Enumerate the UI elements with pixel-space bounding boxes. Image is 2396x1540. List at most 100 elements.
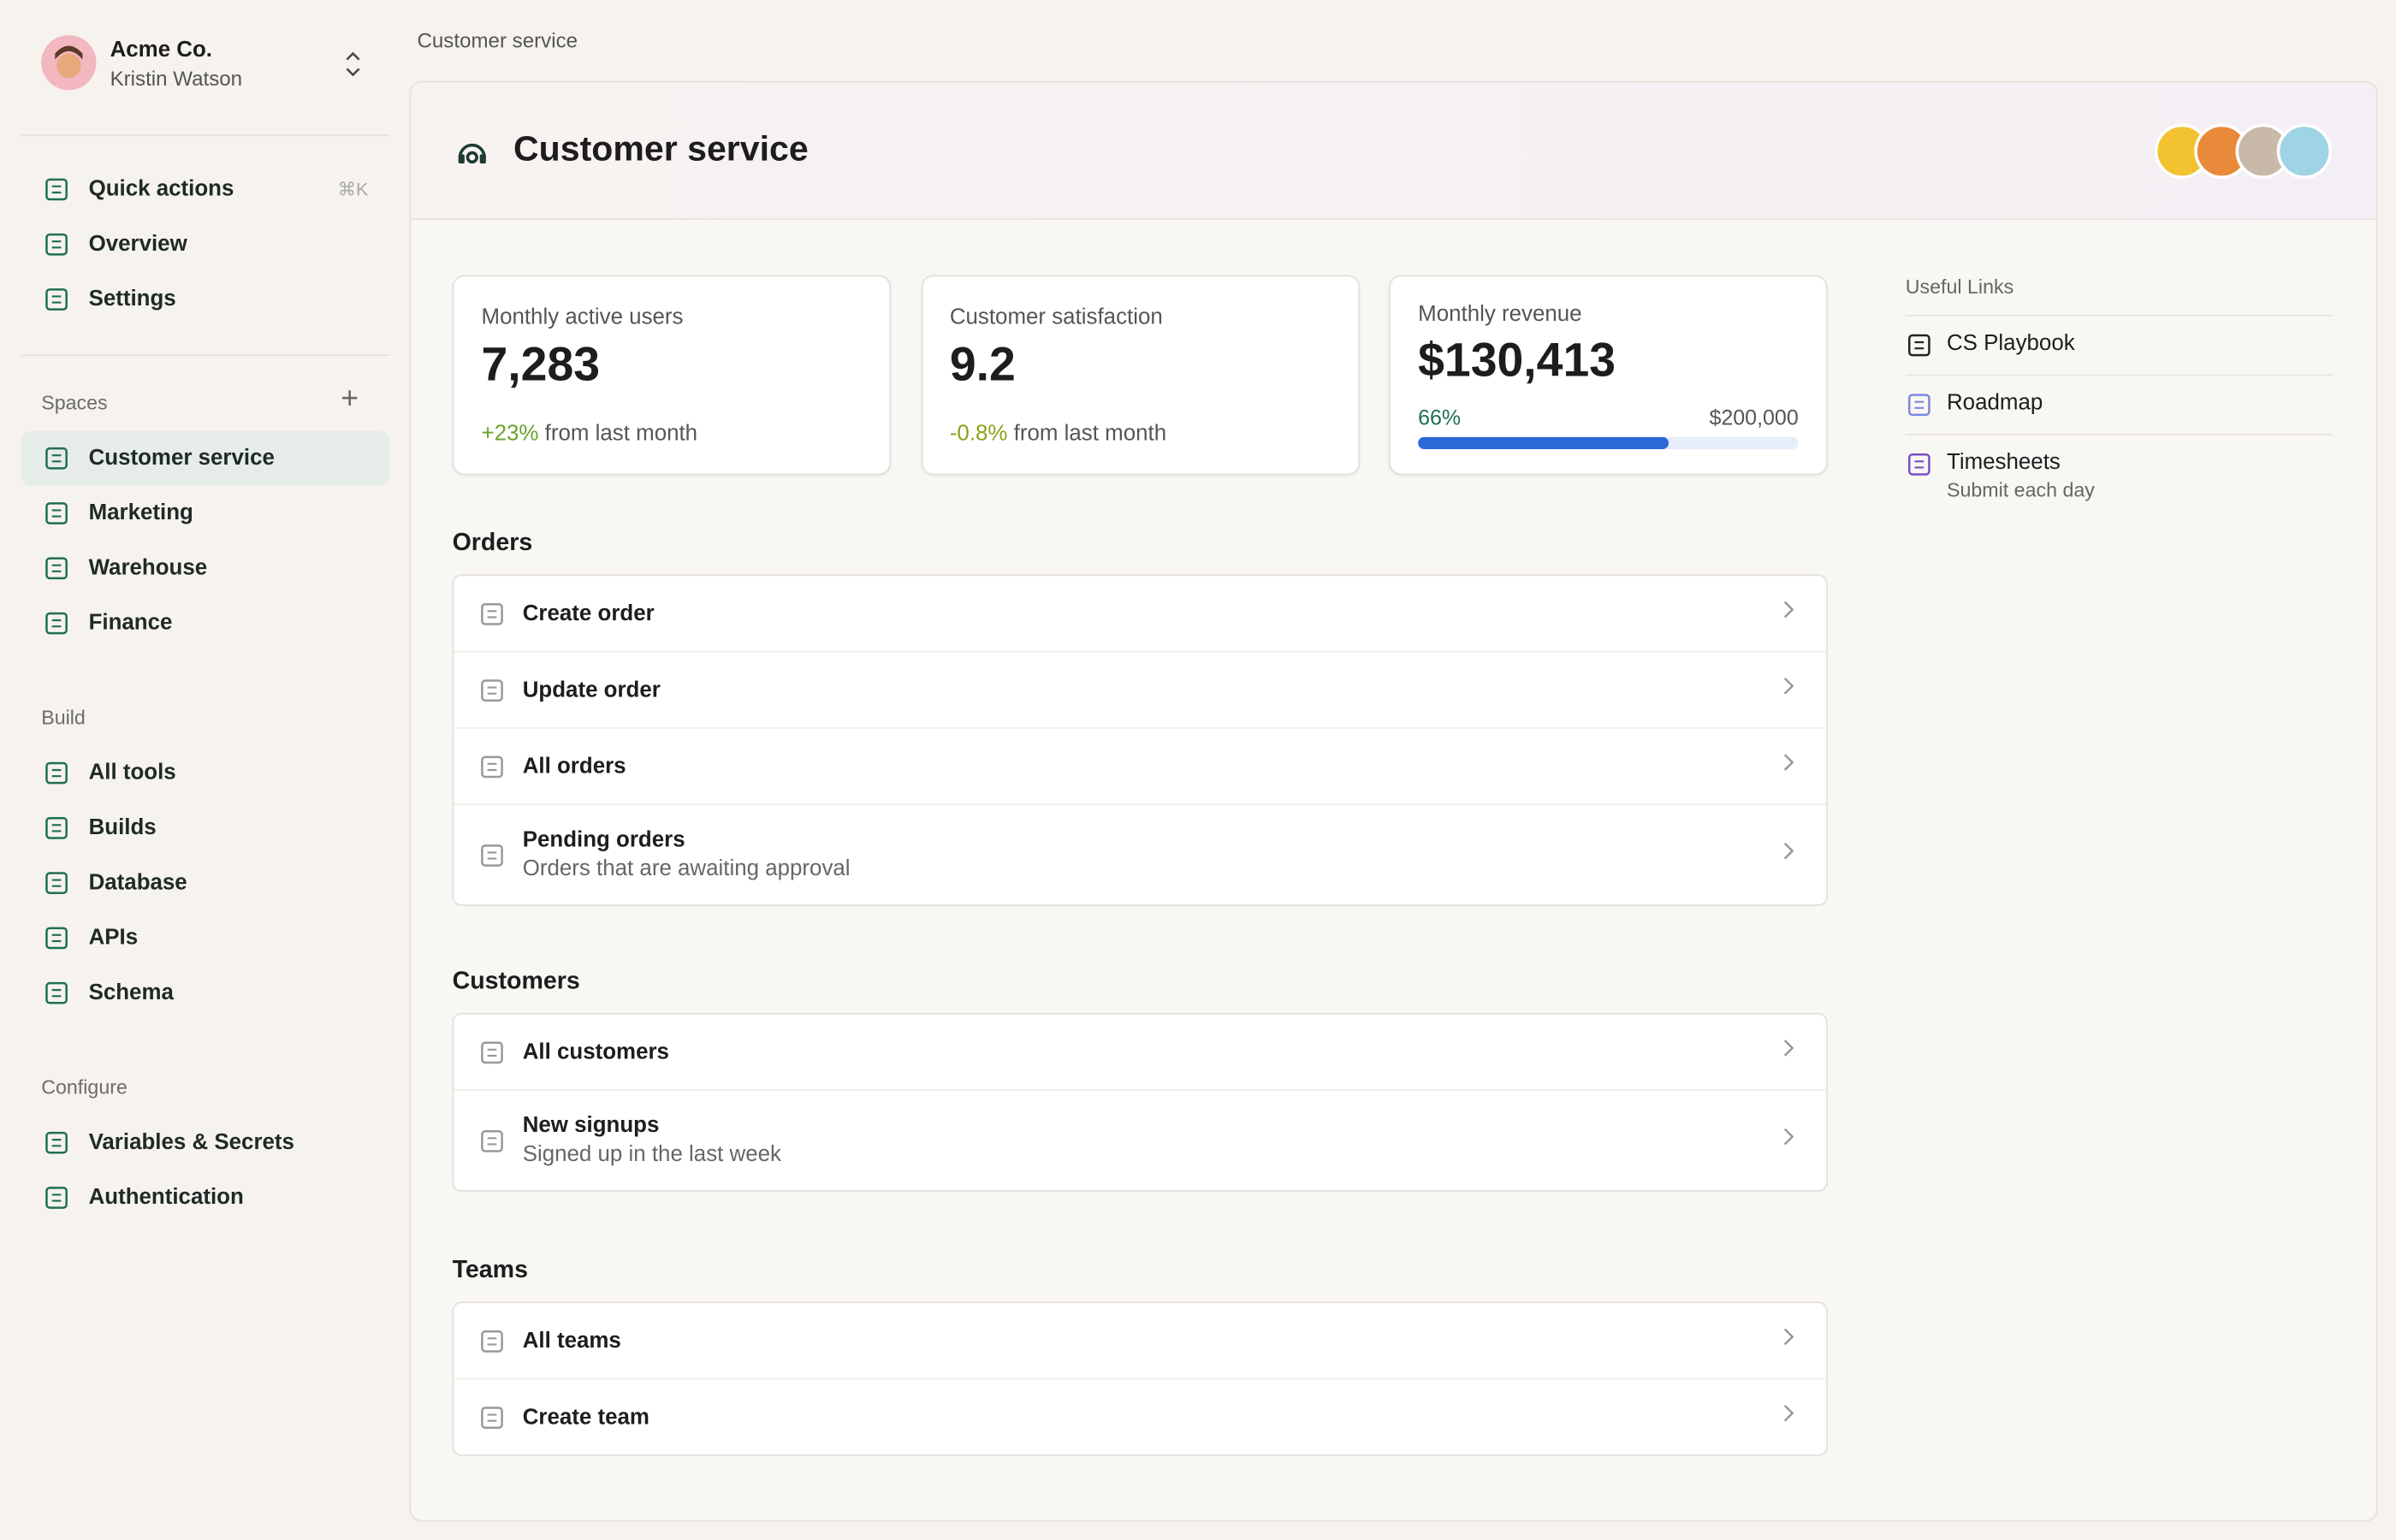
stat-card: Monthly revenue $130,413 66% $200,000 [1389, 275, 1828, 476]
icon [45, 927, 68, 950]
icon [45, 612, 68, 635]
icon [45, 233, 68, 256]
stat-change: +23% from last month [481, 422, 697, 447]
row-text: All customers [523, 1040, 669, 1064]
nav-item[interactable]: Variables & Secrets [21, 1116, 389, 1170]
link-item[interactable]: CS Playbook [1905, 314, 2334, 359]
list-row[interactable]: Update order [454, 650, 1826, 727]
change-note: from last month [1013, 421, 1167, 447]
row-title: Create team [522, 1404, 649, 1430]
nav-item[interactable]: Quick actions ⌘K [21, 162, 389, 216]
add-space[interactable]: + [341, 382, 359, 416]
link-text: Roadmap [1947, 391, 2043, 416]
stat-value: 7,283 [481, 337, 601, 392]
row-title: All teams [522, 1328, 621, 1353]
nav-label: Marketing [88, 500, 193, 526]
icon [45, 816, 68, 839]
progress-label: 66% [1418, 405, 1462, 429]
row-text: Create team [523, 1405, 649, 1430]
icon [45, 447, 68, 470]
progress-bar [1418, 436, 1669, 449]
group-label: Spaces [41, 391, 108, 414]
member-avatars[interactable] [2153, 122, 2336, 181]
chevron [1783, 1404, 1794, 1422]
row-text: New signups Signed up in the last week [523, 1114, 781, 1167]
stat-change: -0.8% from last month [950, 422, 1166, 447]
link-label: CS Playbook [1946, 331, 2075, 357]
nav-item[interactable]: Overview [21, 217, 389, 272]
nav-item[interactable]: Finance [21, 595, 389, 650]
row-text: All teams [523, 1329, 621, 1353]
nav-item[interactable]: All tools [21, 745, 389, 800]
chevron [1783, 677, 1794, 695]
nav-label: Settings [88, 287, 176, 312]
icon [45, 288, 68, 311]
page-title: Customer service [513, 127, 809, 169]
icon [481, 844, 503, 866]
list-row[interactable]: All customers [454, 1015, 1826, 1089]
stat-card: Customer satisfaction 9.2 -0.8% from last … [920, 275, 1360, 476]
chevron [1783, 842, 1794, 860]
link-label: Roadmap [1946, 391, 2043, 416]
list-row[interactable]: All teams [454, 1303, 1826, 1377]
row-title: Pending orders [522, 827, 685, 853]
row-text: Update order [523, 678, 661, 702]
list-row[interactable]: Create order [454, 576, 1826, 650]
nav-item[interactable]: Builds [21, 801, 389, 856]
change-value: -0.8% [949, 421, 1008, 447]
list-row[interactable]: All orders [454, 726, 1826, 803]
nav-label: Finance [88, 611, 173, 636]
stat-label: Monthly revenue [1418, 302, 1582, 328]
links-title: Useful Links [1905, 275, 2014, 299]
row-title: All orders [522, 754, 626, 779]
list: All customers New signups Signed up in the… [452, 1012, 1828, 1192]
nav-item[interactable]: Database [21, 856, 389, 910]
row-title: Update order [522, 677, 661, 702]
nav-item[interactable]: Warehouse [21, 541, 389, 595]
user-name: Kristin Watson [110, 67, 243, 91]
nav-label: All tools [88, 761, 176, 785]
list-row[interactable]: Pending orders Orders that are awaiting a… [454, 803, 1826, 904]
icon [45, 872, 68, 894]
icon [45, 502, 68, 524]
icon [481, 1330, 503, 1352]
icon [45, 761, 68, 785]
row-text: Pending orders Orders that are awaiting a… [523, 828, 851, 881]
icon [45, 1187, 68, 1209]
account-avatar [41, 35, 97, 91]
nav-label: Customer service [88, 446, 275, 471]
list-row[interactable]: Create team [454, 1377, 1826, 1454]
nav-item[interactable]: Authentication [21, 1170, 389, 1225]
icon [45, 981, 68, 1004]
divider [21, 134, 390, 136]
row-text: All orders [523, 754, 626, 779]
nav-label: Authentication [88, 1185, 244, 1211]
icon [1907, 453, 1930, 476]
link-text: CS Playbook [1947, 331, 2075, 356]
nav-label: Warehouse [88, 555, 208, 581]
progress-track [1418, 436, 1799, 449]
nav-label: Schema [88, 980, 174, 1005]
link-item[interactable]: Timesheets Submit each day [1905, 434, 2334, 501]
list-row[interactable]: New signups Signed up in the last week [454, 1089, 1826, 1190]
chevron [1783, 601, 1794, 619]
nav-item[interactable]: APIs [21, 910, 389, 965]
group-label: Configure [41, 1075, 128, 1099]
chevron [1783, 1328, 1794, 1346]
nav-label: Quick actions [88, 177, 234, 202]
nav-label: APIs [88, 926, 139, 951]
row-subtitle: Signed up in the last week [522, 1142, 781, 1168]
account-switcher[interactable] [342, 49, 364, 80]
link-text: Timesheets Submit each day [1947, 451, 2095, 501]
nav-item[interactable]: Schema [21, 966, 389, 1021]
stat-value: 9.2 [949, 337, 1016, 392]
nav-item[interactable]: Marketing [21, 486, 389, 541]
stat-label: Customer satisfaction [949, 305, 1163, 330]
nav-item[interactable]: Settings [21, 272, 389, 327]
section-title: Teams [452, 1257, 528, 1283]
nav-item[interactable]: Customer service [21, 430, 390, 486]
link-item[interactable]: Roadmap [1905, 374, 2334, 418]
